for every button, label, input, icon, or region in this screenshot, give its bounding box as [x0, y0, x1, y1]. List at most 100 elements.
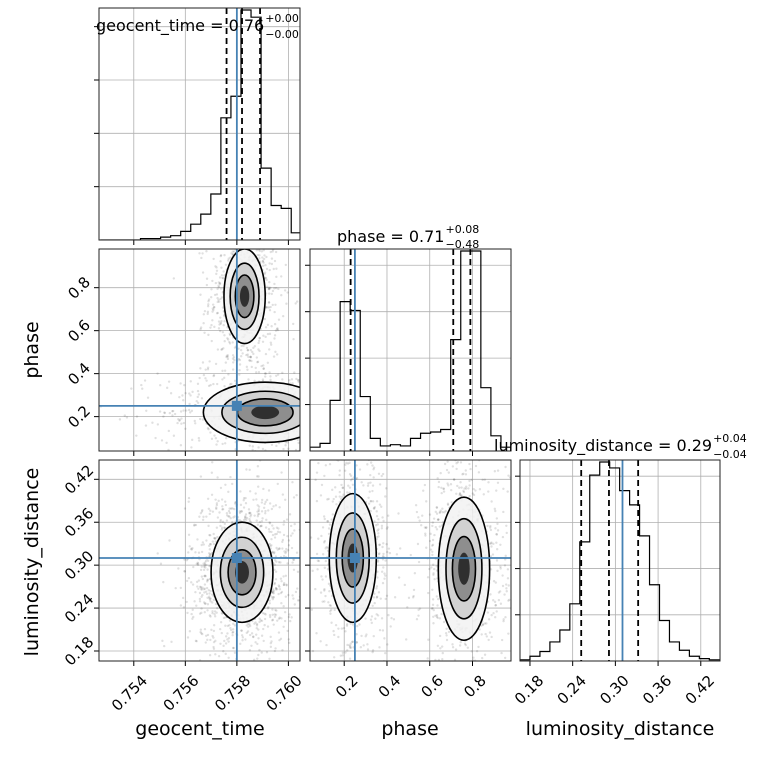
scatter-point — [503, 564, 507, 567]
scatter-point — [210, 628, 213, 632]
scatter-point — [437, 480, 441, 484]
scatter-point — [499, 602, 503, 605]
scatter-point — [231, 368, 235, 371]
scatter-point — [227, 509, 231, 513]
scatter-point — [251, 671, 253, 673]
scatter-point — [273, 563, 277, 567]
scatter-point — [230, 628, 233, 632]
scatter-point — [222, 270, 225, 273]
scatter-point — [228, 624, 231, 627]
scatter-point — [232, 516, 235, 519]
scatter-point — [231, 341, 234, 344]
scatter-point — [255, 475, 259, 478]
scatter-point — [248, 512, 251, 515]
scatter-point — [219, 321, 223, 324]
scatter-point — [273, 551, 276, 554]
scatter-point — [269, 243, 271, 245]
axis-labels: geocent_time phase luminosity_distance p… — [21, 321, 714, 740]
scatter-point — [285, 550, 288, 553]
scatter-point — [204, 641, 207, 644]
scatter-point — [215, 382, 219, 386]
scatter-point — [273, 649, 277, 653]
scatter-point — [258, 249, 261, 252]
scatter-point — [477, 471, 481, 474]
scatter-point — [257, 339, 261, 343]
scatter-point — [442, 490, 446, 493]
scatter-point — [202, 568, 206, 572]
scatter-point — [190, 548, 193, 551]
scatter-point — [275, 327, 279, 331]
scatter-point — [212, 382, 215, 386]
scatter-point — [221, 508, 224, 511]
scatter-point — [355, 641, 359, 644]
scatter-point — [231, 252, 235, 256]
scatter-point — [198, 585, 202, 588]
scatter-point — [492, 612, 495, 615]
scatter-point — [494, 527, 497, 530]
scatter-point — [388, 551, 392, 555]
scatter-point — [485, 622, 488, 625]
scatter-point — [477, 645, 480, 649]
scatter-point — [271, 618, 275, 622]
scatter-point — [208, 597, 211, 600]
scatter-point — [328, 604, 332, 607]
scatter-point — [431, 588, 434, 591]
scatter-point — [178, 418, 181, 422]
scatter-point — [445, 638, 449, 642]
scatter-point — [372, 466, 376, 469]
title-luminosity-distance-minus: −0.04 — [713, 448, 747, 461]
scatter-point — [322, 515, 326, 518]
scatter-point — [273, 615, 277, 619]
scatter-point — [238, 363, 242, 366]
scatter-point — [383, 577, 386, 580]
scatter-point — [278, 547, 281, 551]
scatter-point — [207, 298, 211, 301]
scatter-point — [376, 559, 380, 562]
scatter-point — [305, 475, 307, 477]
scatter-point — [282, 447, 285, 451]
scatter-point — [369, 499, 373, 503]
scatter-point — [294, 448, 298, 451]
scatter-point — [327, 527, 331, 530]
scatter-point — [231, 628, 235, 631]
scatter-point — [310, 608, 314, 611]
scatter-point — [194, 523, 198, 527]
scatter-point — [288, 641, 291, 645]
scatter-point — [214, 498, 217, 501]
scatter-point — [326, 568, 330, 571]
scatter-point — [446, 482, 449, 485]
scatter-point — [205, 592, 209, 596]
scatter-point — [275, 374, 278, 377]
scatter-point — [245, 631, 249, 635]
scatter-point — [378, 646, 381, 649]
scatter-point — [230, 382, 233, 386]
scatter-point — [211, 279, 214, 283]
scatter-point — [266, 607, 270, 610]
scatter-point — [228, 511, 232, 515]
scatter-point — [424, 526, 428, 530]
scatter-point — [179, 604, 183, 607]
scatter-point — [301, 408, 303, 410]
scatter-point — [200, 607, 203, 610]
scatter-point — [295, 377, 298, 381]
scatter-point — [488, 679, 490, 681]
scatter-point — [345, 461, 348, 465]
scatter-point — [244, 517, 247, 520]
scatter-point — [495, 533, 498, 536]
scatter-point — [302, 371, 304, 373]
scatter-point — [395, 553, 399, 556]
scatter-point — [406, 681, 408, 683]
scatter-point — [332, 656, 336, 659]
scatter-point — [258, 257, 261, 260]
scatter-point — [274, 647, 277, 650]
scatter-point — [270, 325, 273, 328]
scatter-point — [306, 560, 308, 562]
scatter-point — [498, 590, 502, 593]
scatter-point — [219, 518, 222, 522]
scatter-point — [214, 540, 217, 543]
scatter-point — [267, 509, 270, 512]
scatter-point — [248, 490, 252, 493]
scatter-point — [200, 632, 203, 635]
scatter-point — [227, 640, 230, 643]
scatter-point — [210, 323, 213, 327]
